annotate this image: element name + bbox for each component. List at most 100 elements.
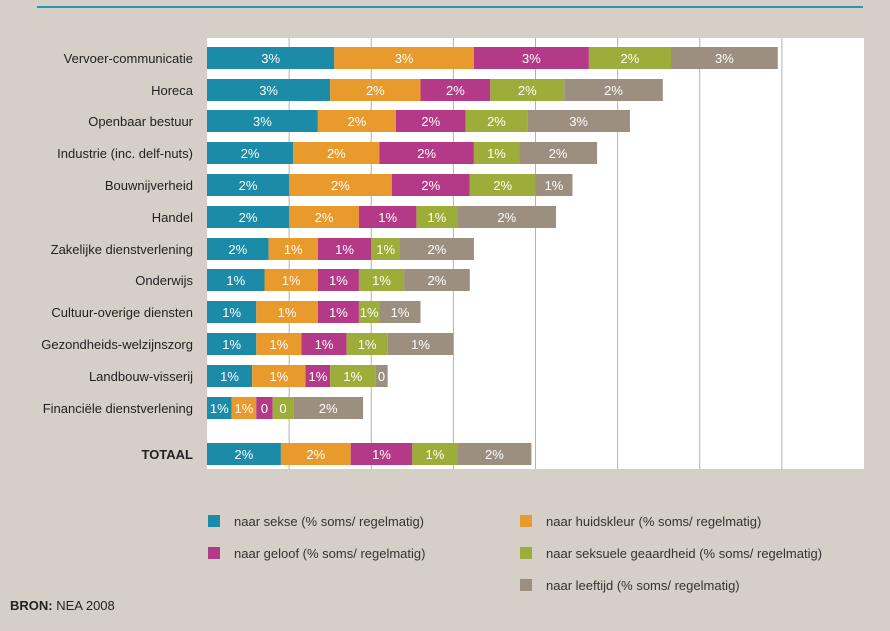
data-label: 1% <box>329 273 348 288</box>
data-label: 1% <box>308 369 327 384</box>
data-label: 2% <box>239 178 258 193</box>
legend-swatch-leeftijd <box>520 579 532 591</box>
data-label: 1% <box>335 242 354 257</box>
data-label: 2% <box>621 51 640 66</box>
bar-segment <box>412 443 458 465</box>
source-label: BRON: <box>10 598 53 613</box>
bar-segment <box>420 79 491 101</box>
bar-segment <box>207 174 290 196</box>
data-label: 2% <box>446 83 465 98</box>
data-label: 1% <box>372 273 391 288</box>
bar-segment <box>387 333 454 355</box>
data-label: 2% <box>428 273 447 288</box>
data-label: 2% <box>347 114 366 129</box>
data-label: 1% <box>358 337 377 352</box>
bar-segment <box>358 206 417 228</box>
bar-segment <box>305 365 331 387</box>
data-label: 2% <box>518 83 537 98</box>
bar-segment <box>334 47 474 69</box>
data-label: 1% <box>220 369 239 384</box>
data-label: 2% <box>306 447 325 462</box>
data-label: 1% <box>278 305 297 320</box>
bar-segment <box>256 397 273 419</box>
bar-segment <box>207 142 294 164</box>
source-note: BRON: NEA 2008 <box>10 598 115 613</box>
data-label: 1% <box>269 337 288 352</box>
bar-segment <box>473 142 520 164</box>
legend-label-seksuele-geaardheid: naar seksuele geaardheid (% soms/ regelm… <box>546 546 823 561</box>
bar-segment <box>252 365 306 387</box>
bar-segment <box>350 443 413 465</box>
bar-segment <box>317 238 372 260</box>
data-label: 1% <box>428 210 447 225</box>
bar-segment <box>293 397 364 419</box>
data-label: 2% <box>366 83 385 98</box>
bar-segment <box>346 333 388 355</box>
legend-label-huidskleur: naar huidskleur (% soms/ regelmatig) <box>546 514 762 529</box>
data-label: 2% <box>421 178 440 193</box>
legend-swatch-sekse <box>208 515 220 527</box>
bar-segment <box>293 142 380 164</box>
bar-segment <box>588 47 672 69</box>
data-label: 2% <box>487 114 506 129</box>
data-label: 2% <box>319 401 338 416</box>
data-label: 1% <box>487 146 506 161</box>
data-label: 1% <box>210 401 229 416</box>
bar-segment <box>272 397 294 419</box>
bar-segment <box>457 206 557 228</box>
bar-segment <box>535 174 573 196</box>
data-label: 2% <box>417 146 436 161</box>
bar-segment <box>256 333 302 355</box>
bar-segment <box>671 47 778 69</box>
bar-segment <box>207 79 331 101</box>
category-label: Industrie (inc. delf-nuts) <box>57 146 193 161</box>
data-label: 2% <box>549 146 568 161</box>
data-label: 3% <box>259 83 278 98</box>
bar-segment <box>399 238 474 260</box>
bar-segment <box>519 142 598 164</box>
category-label: Horeca <box>151 83 194 98</box>
category-label: Cultuur-overige diensten <box>51 305 193 320</box>
bar-segment <box>301 333 347 355</box>
bar-segment <box>564 79 663 101</box>
data-label: 0 <box>378 369 385 384</box>
data-label: 3% <box>715 51 734 66</box>
data-label: 1% <box>545 178 564 193</box>
bar-segment <box>289 174 392 196</box>
legend-label-geloof: naar geloof (% soms/ regelmatig) <box>234 546 426 561</box>
data-label: 1% <box>222 305 241 320</box>
bar-segment <box>358 301 380 323</box>
top-rule <box>37 6 863 8</box>
data-label: 2% <box>493 178 512 193</box>
data-label: 1% <box>360 305 379 320</box>
category-label: Handel <box>152 210 193 225</box>
data-label: 0 <box>279 401 286 416</box>
data-label: 1% <box>284 242 303 257</box>
category-label: Financiële dienstverlening <box>43 401 193 416</box>
bar-segment <box>207 269 265 291</box>
data-label: 2% <box>485 447 504 462</box>
category-label: Landbouw-visserij <box>89 369 193 384</box>
legend-label-sekse: naar sekse (% soms/ regelmatig) <box>234 514 425 529</box>
bar-segment <box>317 301 359 323</box>
bar-segment <box>207 110 318 132</box>
data-label: 1% <box>391 305 410 320</box>
data-label: 2% <box>497 210 516 225</box>
category-label: Openbaar bestuur <box>88 114 193 129</box>
data-label: 3% <box>522 51 541 66</box>
legend-swatch-huidskleur <box>520 515 532 527</box>
bar-segment <box>395 110 466 132</box>
bar-segment <box>358 269 405 291</box>
bar-segment <box>231 397 257 419</box>
bar-segment <box>330 365 376 387</box>
legend-label-leeftijd: naar leeftijd (% soms/ regelmatig) <box>546 578 740 593</box>
data-label: 1% <box>235 401 254 416</box>
bar-segment <box>379 301 421 323</box>
bar-segment <box>207 333 257 355</box>
category-label: TOTAAL <box>141 447 193 462</box>
bar-segment <box>207 47 335 69</box>
bar-segment <box>375 365 388 387</box>
bar-segment <box>207 238 269 260</box>
bar-segment <box>371 238 400 260</box>
data-label: 1% <box>425 447 444 462</box>
